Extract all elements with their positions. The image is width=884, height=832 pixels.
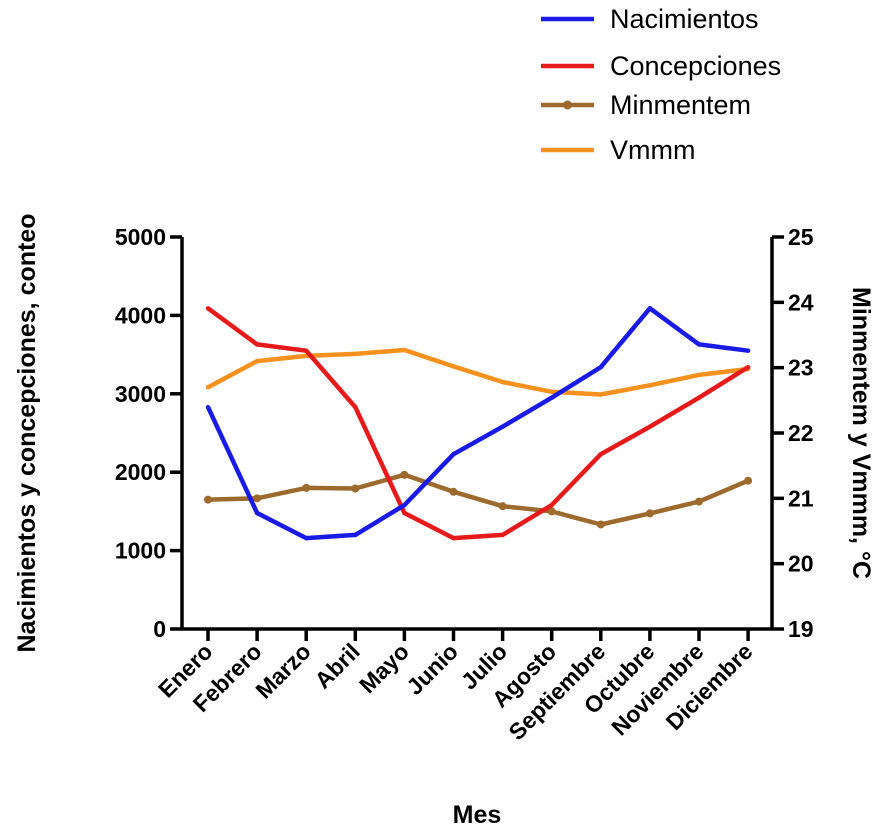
data-point-minmentem [449, 487, 458, 496]
left-tick-label: 2000 [115, 459, 166, 485]
data-point-concepciones [254, 342, 260, 347]
data-point-vmmm [254, 358, 260, 364]
ticks-layer: 01000200030004000500019202122232425Enero… [115, 224, 814, 745]
legend-marker [563, 100, 572, 110]
series-line-concepciones [206, 306, 750, 541]
right-tick-label: 24 [788, 289, 814, 315]
data-point-vmmm [500, 379, 505, 385]
data-point-minmentem [596, 520, 605, 529]
series-layer [204, 306, 753, 541]
data-point-minmentem [253, 494, 262, 503]
data-point-concepciones [353, 404, 358, 410]
data-point-vmmm [353, 351, 358, 357]
axes-layer [180, 237, 774, 631]
right-tick-label: 20 [788, 551, 814, 577]
left-tick-label: 0 [153, 616, 166, 642]
series-line-minmentem [207, 472, 749, 527]
data-point-nacimientos [304, 535, 309, 541]
data-point-vmmm [205, 385, 211, 390]
data-point-minmentem [400, 470, 409, 479]
data-point-concepciones [549, 502, 554, 508]
data-point-nacimientos [353, 532, 358, 538]
data-point-concepciones [304, 348, 309, 353]
data-point-minmentem [695, 497, 703, 506]
data-point-concepciones [402, 510, 407, 516]
legend-item-vmmm: Vmmm [541, 135, 695, 165]
data-point-vmmm [402, 347, 407, 353]
left-tick-label: 5000 [115, 224, 166, 250]
data-point-nacimientos [205, 404, 211, 410]
x-axis-title: Mes [453, 801, 502, 829]
data-point-nacimientos [647, 306, 653, 311]
data-point-concepciones [745, 364, 751, 370]
data-point-concepciones [451, 535, 456, 541]
data-point-nacimientos [696, 342, 702, 347]
right-tick-label: 21 [788, 485, 814, 511]
data-point-concepciones [598, 451, 603, 457]
y-axis-title-left: Nacimientos y concepciones, conteo [13, 213, 41, 652]
left-tick-label: 3000 [115, 381, 166, 407]
series-line-vmmm [206, 347, 749, 397]
data-point-nacimientos [598, 364, 603, 370]
data-point-vmmm [696, 372, 702, 378]
data-point-vmmm [598, 392, 603, 397]
left-tick-label: 4000 [115, 302, 166, 328]
data-point-minmentem [645, 509, 654, 518]
data-point-nacimientos [402, 502, 407, 508]
legend-item-nacimientos: Nacimientos [541, 4, 759, 34]
data-point-minmentem [302, 483, 311, 492]
data-point-nacimientos [745, 348, 751, 353]
data-point-minmentem [204, 495, 212, 504]
right-tick-label: 25 [788, 224, 814, 250]
legend-item-minmentem: Minmentem [541, 90, 751, 120]
legend-label: Nacimientos [610, 4, 759, 34]
data-point-vmmm [549, 389, 554, 395]
series-line-nacimientos [205, 306, 749, 541]
data-point-concepciones [500, 532, 505, 538]
data-point-concepciones [647, 424, 653, 429]
data-point-vmmm [451, 364, 456, 369]
left-tick-label: 1000 [115, 538, 166, 564]
data-point-nacimientos [254, 510, 260, 516]
data-point-minmentem [498, 502, 507, 511]
x-tick-label: Abril [309, 638, 364, 693]
data-point-nacimientos [549, 395, 554, 400]
data-point-minmentem [744, 476, 753, 485]
right-tick-label: 23 [788, 355, 814, 381]
right-tick-label: 19 [788, 616, 814, 642]
data-point-minmentem [351, 484, 360, 493]
data-point-nacimientos [500, 424, 505, 429]
data-point-vmmm [647, 383, 653, 388]
data-point-concepciones [205, 306, 211, 311]
legend-label: Minmentem [610, 90, 751, 120]
data-point-minmentem [547, 507, 556, 516]
x-tick-label: Junio [401, 638, 463, 700]
right-tick-label: 22 [788, 420, 814, 446]
legend-label: Vmmm [610, 135, 695, 165]
y-axis-title-right: Minmentem y Vmmm, °C [847, 287, 875, 579]
x-tick-label: Marzo [250, 638, 315, 703]
x-tick-label: Mayo [354, 638, 414, 698]
data-point-nacimientos [451, 451, 456, 457]
data-point-concepciones [696, 395, 702, 400]
legend-label: Concepciones [610, 51, 781, 81]
legend-item-concepciones: Concepciones [541, 51, 781, 81]
legend: Nacimientos Concepciones Minmentem Vmmm [541, 4, 781, 165]
